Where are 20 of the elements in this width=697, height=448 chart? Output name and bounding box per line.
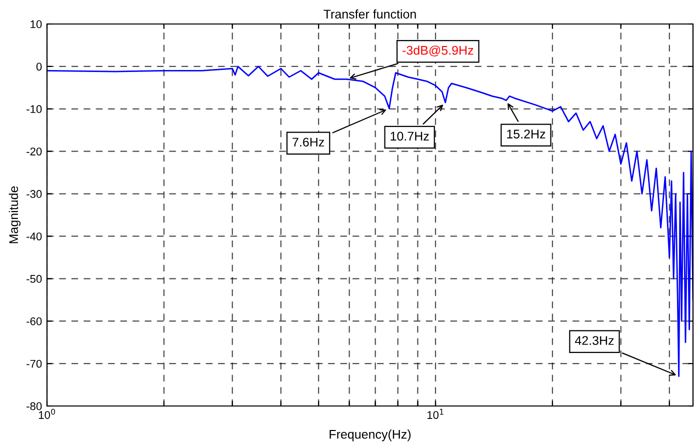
y-axis-title: Magnitude xyxy=(8,186,21,244)
y-tick-label: -20 xyxy=(26,148,42,156)
y-tick-label: 10 xyxy=(30,20,42,28)
y-tick-label: -30 xyxy=(26,190,42,198)
annotation: 15.2Hz xyxy=(507,130,546,138)
x-tick-label: 10$^{0}$ xyxy=(38,408,56,419)
annotation: 42.3Hz xyxy=(574,336,614,345)
y-tick-label: -80 xyxy=(26,402,42,410)
y-tick-label: -60 xyxy=(26,317,42,326)
x-axis-title: Frequency(Hz) xyxy=(330,430,411,442)
y-tick-label: 0 xyxy=(36,62,42,71)
y-tick-label: -10 xyxy=(26,105,42,114)
y-tick-label: -70 xyxy=(26,360,42,368)
annotation: 10.7Hz xyxy=(390,132,429,141)
x-tick-label: 10$^{1}$ xyxy=(427,408,444,419)
y-tick-label: -40 xyxy=(26,232,42,240)
y-tick-label: -50 xyxy=(26,274,42,283)
chart-title: Transfer function xyxy=(324,9,416,19)
annotation: 7.6Hz xyxy=(292,138,324,147)
annotation: -3dB@5.9Hz xyxy=(402,46,474,56)
